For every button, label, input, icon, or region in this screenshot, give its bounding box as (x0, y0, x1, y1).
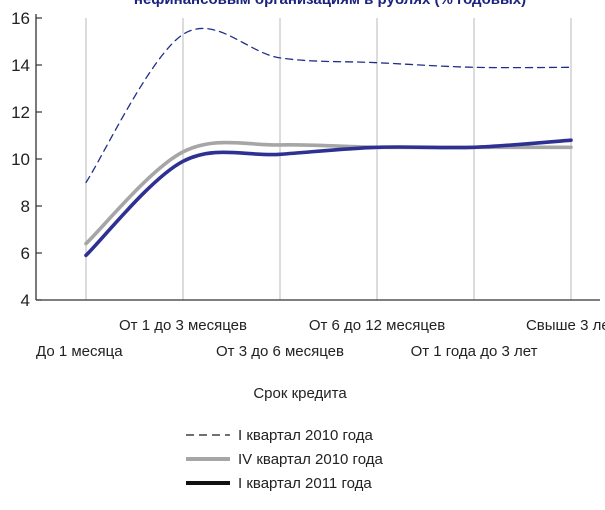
y-tick-label: 4 (21, 291, 30, 310)
legend-label: I квартал 2011 года (238, 475, 372, 492)
x-tick-label: От 3 до 6 месяцев (216, 343, 344, 360)
y-tick-label: 10 (11, 150, 30, 169)
y-tick-label: 6 (21, 244, 30, 263)
x-tick-label: От 1 до 3 месяцев (119, 317, 247, 334)
series-line-q4-2010 (84, 140, 573, 246)
y-tick-label: 14 (11, 56, 30, 75)
legend-label: I квартал 2010 года (238, 427, 373, 444)
y-tick-label: 16 (11, 9, 30, 28)
series-line-q1-2011 (84, 138, 573, 258)
legend-label: IV квартал 2010 года (238, 451, 383, 468)
y-tick-label: 12 (11, 103, 30, 122)
x-tick-label: До 1 месяца (36, 343, 123, 360)
chart-title: нефинансовым организациям в рублях (% го… (134, 0, 526, 8)
x-axis-title: Срок кредита (253, 385, 347, 402)
x-tick-label: Свыше 3 лет (526, 317, 605, 334)
x-tick-label: От 1 года до 3 лет (411, 343, 538, 360)
series-line-q1-2010 (85, 27, 572, 184)
x-tick-label: От 6 до 12 месяцев (309, 317, 445, 334)
y-tick-label: 8 (21, 197, 30, 216)
